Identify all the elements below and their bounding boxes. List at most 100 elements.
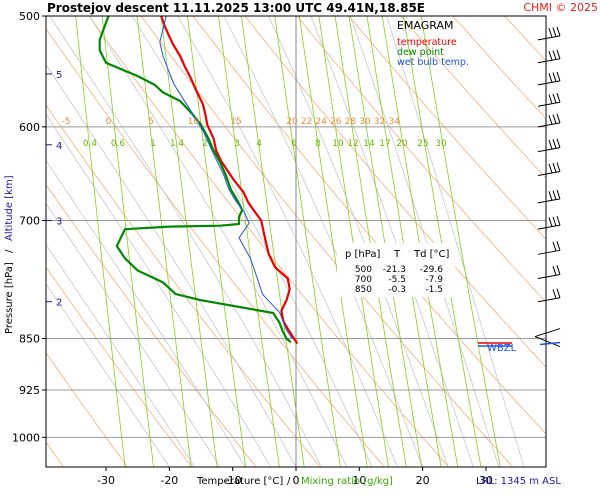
wbzl-marker: WBZL <box>478 342 517 354</box>
dry-adiabat-label: 34 <box>388 117 400 127</box>
table-header-p: p [hPa] <box>345 249 380 260</box>
wind-barb-feather <box>552 216 557 227</box>
mixing-ratio-label: 14 <box>363 139 375 149</box>
mixing-ratio-line <box>160 16 218 467</box>
dry-adiabat-label: 5 <box>148 117 154 127</box>
wind-barb-shaft <box>537 101 561 107</box>
wind-barb-feather <box>548 51 553 61</box>
moist-adiabat <box>310 16 474 467</box>
wind-barb-feather <box>556 241 561 251</box>
mixing-ratio-label: 25 <box>417 139 428 149</box>
table-cell: -21.3 <box>383 265 406 275</box>
wind-barb-feather <box>556 288 561 298</box>
dry-adiabat <box>244 16 546 368</box>
wind-barb-feather <box>556 189 561 200</box>
altitude-tick-label: 5 <box>56 70 62 81</box>
xlabel-separator: / <box>287 476 291 487</box>
mixing-ratio-line <box>136 16 192 467</box>
wind-barb-feather <box>556 113 561 123</box>
temperature-tick-label: 20 <box>416 474 430 487</box>
emagram-background-lines <box>46 16 546 467</box>
wind-barb <box>537 26 561 41</box>
table-cell: -0.3 <box>388 285 406 295</box>
wind-barb-feather <box>552 139 557 149</box>
pressure-tick-label: 850 <box>19 333 40 346</box>
mixing-ratio-line <box>218 16 280 467</box>
mixing-ratio-line <box>101 16 154 467</box>
mixing-ratio-label: 2 <box>202 139 208 149</box>
wind-barb-feather <box>556 215 561 226</box>
dry-adiabat-label: 0 <box>106 117 112 127</box>
dry-adiabat-label: 15 <box>230 117 241 127</box>
wind-barb-shaft <box>537 273 561 279</box>
table-cell: 850 <box>355 285 372 295</box>
wind-barb-feather <box>552 50 557 60</box>
mixing-ratio-line <box>298 16 368 467</box>
mixing-ratio-line <box>403 16 482 467</box>
mixing-ratio-label: 17 <box>379 139 390 149</box>
chart-title: Prostejov descent 11.11.2025 13:00 UTC 4… <box>47 1 425 15</box>
altitude-tick-label: 3 <box>56 217 62 228</box>
mixing-ratio-label: 1 <box>150 139 156 149</box>
wind-barb-feather <box>548 217 553 227</box>
legend: EMAGRAM temperature dew point wet bulb t… <box>397 19 469 68</box>
mixing-ratio-label: 0.4 <box>83 139 98 149</box>
mixing-ratio-line <box>75 16 126 467</box>
temperature-tick-label: 30 <box>479 474 493 487</box>
wind-barb <box>537 265 561 279</box>
ylabel-separator: / <box>4 249 15 253</box>
table-header-td: Td [°C] <box>413 249 450 260</box>
pressure-tick-label: 500 <box>19 10 40 23</box>
mixing-ratio-line <box>348 16 422 467</box>
plot-frame <box>45 15 547 468</box>
mixing-ratio-line <box>381 16 459 467</box>
series-wet-bulb-temp <box>159 15 293 339</box>
temperature-tick-label: -30 <box>97 474 115 487</box>
table-header-t: T <box>393 249 401 260</box>
wind-barb-feather <box>552 27 557 37</box>
mixing-ratio-label: 4 <box>256 139 262 149</box>
wind-barb-shaft <box>537 170 561 176</box>
dry-adiabat-label: 24 <box>315 117 327 127</box>
wind-barb <box>537 49 561 64</box>
table-cell: 700 <box>355 275 372 285</box>
mixing-ratio-label: 20 <box>396 139 408 149</box>
mixing-ratio-line <box>420 16 501 467</box>
moist-adiabat <box>177 16 398 467</box>
mixing-ratio-line <box>366 16 442 467</box>
mixing-ratio-label: 6 <box>291 139 297 149</box>
moist-adiabat <box>349 16 500 467</box>
wind-barb <box>537 288 561 303</box>
wind-barb-feather <box>548 115 553 125</box>
wind-barb-feather <box>556 162 561 172</box>
dry-adiabat <box>46 28 385 467</box>
temperature-tick-label: 0 <box>293 474 300 487</box>
wind-barb-shaft <box>537 198 561 204</box>
wind-barb <box>537 71 561 86</box>
moist-adiabat <box>46 159 246 467</box>
wind-barb-feather <box>556 71 561 82</box>
wind-barb-shaft <box>537 224 561 230</box>
wind-barb-feather <box>552 289 557 299</box>
wind-barb <box>537 93 561 107</box>
series-temperature <box>160 15 299 345</box>
moist-adiabat <box>49 16 322 467</box>
y-axis-label: Pressure [hPa] / Altitude [km] <box>4 175 15 334</box>
mixing-ratio-line <box>187 16 246 467</box>
wind-barb <box>537 215 561 230</box>
mixing-ratio-line <box>274 16 341 467</box>
mixing-ratio-label: 30 <box>435 139 447 149</box>
wind-barbs <box>534 26 561 348</box>
wind-barb-feather <box>552 241 557 252</box>
level-table: p [hPa] T Td [°C] 500 -21.3 -29.6 700 -5… <box>337 243 455 297</box>
wind-barb <box>537 162 561 176</box>
wind-barb-shaft <box>537 122 561 128</box>
wind-barb-shaft <box>537 249 561 255</box>
moist-adiabat <box>46 283 170 467</box>
wind-barb-feather <box>552 190 557 200</box>
altitude-tick-label: 4 <box>56 141 62 152</box>
wind-barb-feather <box>552 266 557 276</box>
dry-adiabat <box>400 16 546 179</box>
wind-barb-shaft <box>534 336 561 348</box>
